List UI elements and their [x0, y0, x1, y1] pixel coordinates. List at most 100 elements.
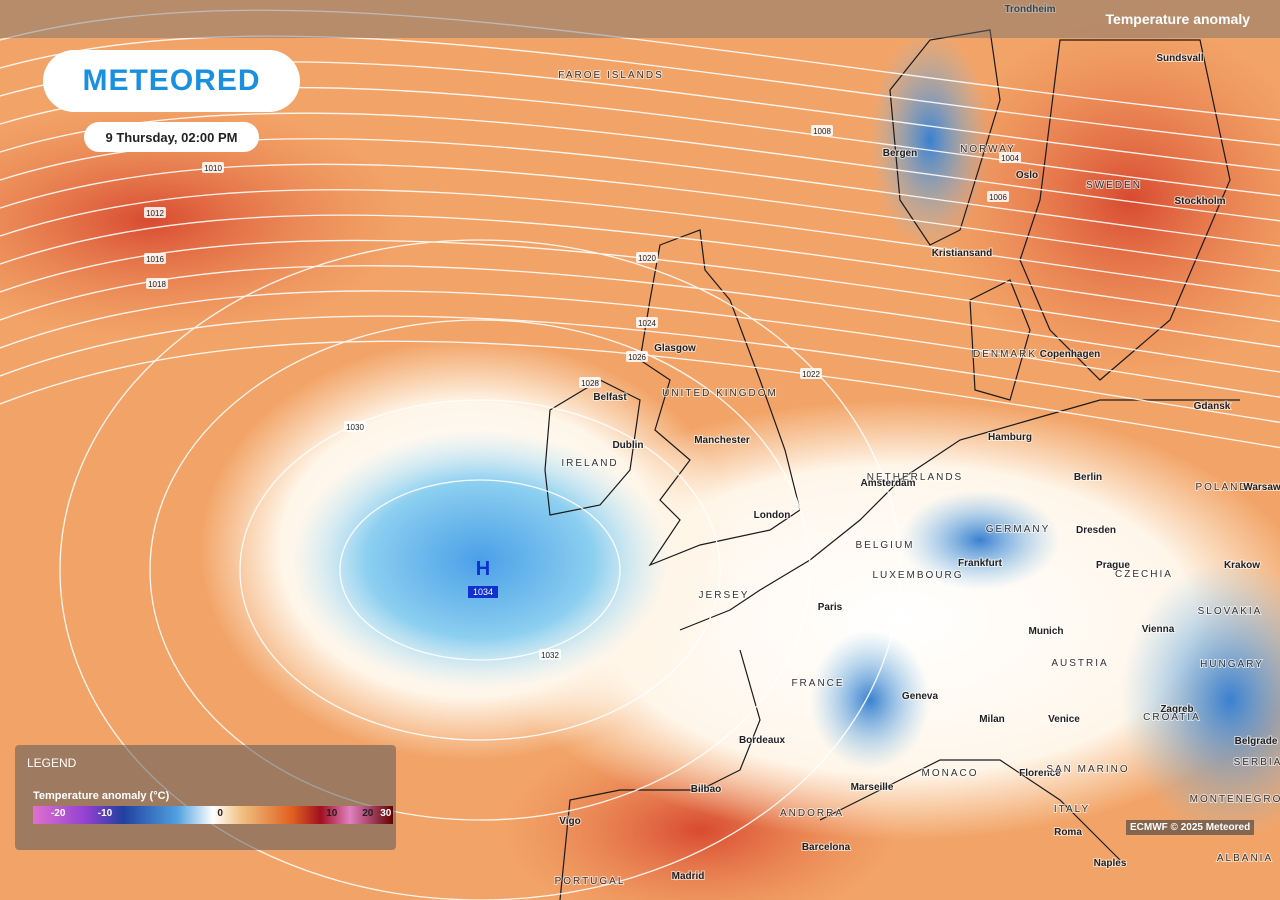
city-label: Munich	[1029, 626, 1064, 637]
country-label: PORTUGAL	[555, 876, 626, 887]
city-label: Naples	[1094, 858, 1127, 869]
city-label: Kristiansand	[932, 248, 993, 259]
country-label: MONACO	[922, 768, 979, 779]
isobar	[0, 239, 1280, 348]
isobar	[0, 315, 1280, 424]
legend-title: LEGEND	[27, 756, 77, 770]
cold-area	[810, 630, 930, 770]
country-label: ANDORRA	[780, 808, 844, 819]
city-label: Warsaw	[1243, 482, 1280, 493]
isobar-label-bg	[987, 191, 1009, 202]
country-label: JERSEY	[699, 590, 750, 601]
isobar-label: 1008	[813, 127, 831, 136]
isobar-label: 1020	[638, 254, 656, 263]
attribution: ECMWF © 2025 Meteored	[1126, 820, 1255, 835]
city-label: Vigo	[559, 816, 580, 827]
norway	[889, 29, 1001, 246]
isobar-label-bg	[144, 207, 166, 218]
country-label: ALBANIA	[1217, 853, 1273, 864]
country-label: FAROE ISLANDS	[558, 70, 663, 81]
city-label: Manchester	[694, 435, 750, 446]
isobar	[0, 340, 1280, 449]
cold-area	[290, 430, 670, 690]
isobar	[0, 163, 1280, 272]
country-label: NORWAY	[960, 144, 1016, 155]
city-label: Gdansk	[1194, 401, 1231, 412]
city-label: Madrid	[672, 871, 705, 882]
isobar	[59, 239, 901, 900]
layer-title[interactable]: Temperature anomaly	[1105, 11, 1250, 27]
labels: 1008101010121016101810201022102410261028…	[144, 3, 1280, 888]
logo[interactable]: METEORED	[43, 50, 300, 112]
isobar-label: 1010	[204, 164, 222, 173]
city-label: Trondheim	[1004, 4, 1055, 15]
isobar	[0, 9, 1280, 121]
country-label: CROATIA	[1143, 712, 1201, 723]
isobar-label-bg	[579, 377, 601, 388]
city-label: Vienna	[1142, 624, 1175, 635]
scale-label: -10	[97, 808, 113, 819]
scale-label: 10	[326, 808, 338, 819]
city-label: Zagreb	[1160, 704, 1193, 715]
country-label: SAN MARINO	[1046, 764, 1129, 775]
isobar	[0, 214, 1280, 323]
isobar-label-bg	[344, 421, 366, 432]
isobar	[339, 479, 621, 661]
city-label: Bilbao	[691, 784, 722, 795]
isobar	[239, 399, 721, 741]
time-label[interactable]: 9 Thursday, 02:00 PM	[84, 122, 259, 152]
country-label: MONTENEGRO	[1190, 794, 1280, 805]
isobar-label: 1012	[146, 209, 164, 218]
isobar-label-bg	[636, 252, 658, 263]
city-label: Copenhagen	[1040, 349, 1101, 360]
city-label: Venice	[1048, 714, 1080, 725]
isobar-label-bg	[202, 162, 224, 173]
isobar-label: 1022	[802, 370, 820, 379]
country-label: DENMARK	[973, 349, 1037, 360]
city-label: Bergen	[883, 148, 917, 159]
city-label: Berlin	[1074, 472, 1102, 483]
scale-label: 20	[362, 808, 374, 819]
isobar-label: 1004	[1001, 154, 1019, 163]
ireland	[544, 379, 641, 516]
country-label: SERBIA	[1234, 757, 1280, 768]
city-label: Oslo	[1016, 170, 1038, 181]
city-label: Dresden	[1076, 525, 1116, 536]
isobar-label-bg	[539, 649, 561, 660]
isobar-label: 1006	[989, 193, 1007, 202]
country-label: HUNGARY	[1200, 659, 1264, 670]
sweden	[1019, 39, 1231, 381]
isobar-label-bg	[636, 317, 658, 328]
cold-area	[1120, 560, 1280, 840]
isobar-label-bg	[144, 253, 166, 264]
scale-label: 0	[217, 808, 223, 819]
high-pressure-value: 1034	[473, 587, 493, 597]
country-label: POLAND	[1195, 482, 1248, 493]
country-label: SWEDEN	[1086, 180, 1142, 191]
country-label: ITALY	[1054, 804, 1090, 815]
city-label: Frankfurt	[958, 558, 1003, 569]
city-label: Krakow	[1224, 560, 1260, 571]
city-label: Dublin	[612, 440, 643, 451]
high-pressure-box	[468, 586, 498, 598]
isobars	[0, 9, 1280, 900]
coast	[819, 759, 1121, 861]
cold-area	[900, 490, 1060, 590]
city-label: Belgrade	[1235, 736, 1278, 747]
city-label: Florence	[1019, 768, 1061, 779]
legend: LEGEND Temperature anomaly (°C) -20 -10 0 1…	[15, 745, 396, 850]
city-label: Belfast	[593, 392, 627, 403]
isobar-label: 1030	[346, 423, 364, 432]
city-label: Milan	[979, 714, 1005, 725]
city-label: Hamburg	[988, 432, 1032, 443]
city-label: Stockholm	[1174, 196, 1225, 207]
isobar-label-bg	[146, 278, 168, 289]
isobar-label: 1024	[638, 319, 656, 328]
coastlines	[544, 29, 1240, 900]
isobar	[0, 189, 1280, 298]
city-label: Amsterdam	[860, 478, 915, 489]
country-label: IRELAND	[561, 458, 618, 469]
britain	[639, 229, 801, 567]
